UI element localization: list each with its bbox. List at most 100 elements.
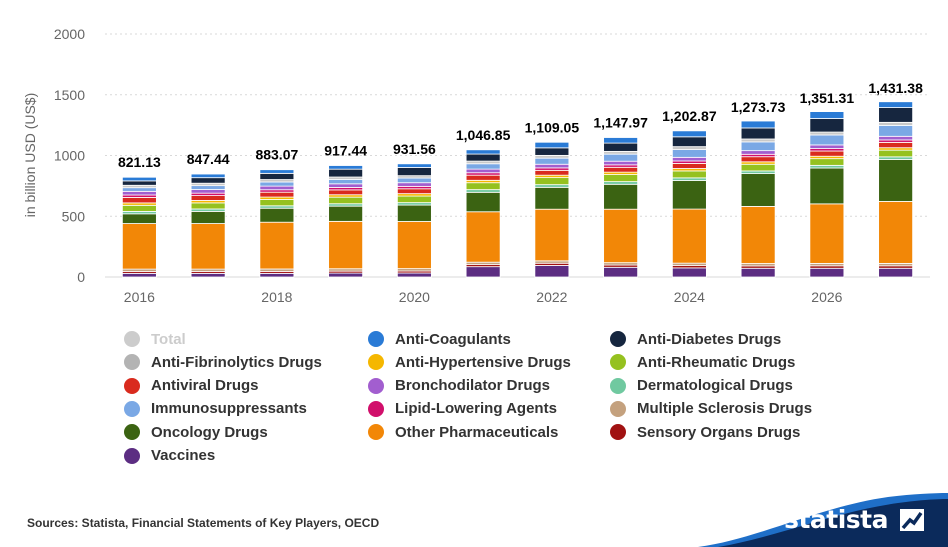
bar-segment[interactable] <box>878 141 914 149</box>
bar-segment[interactable] <box>190 185 226 190</box>
bar-segment[interactable] <box>809 150 845 157</box>
legend-item[interactable]: Bronchodilator Drugs <box>368 375 550 397</box>
bar-segment[interactable] <box>878 201 914 264</box>
legend-item[interactable]: Multiple Sclerosis Drugs <box>610 398 812 420</box>
bar-segment[interactable] <box>878 267 914 278</box>
bar-segment[interactable] <box>328 183 364 188</box>
bar-segment[interactable] <box>878 121 914 126</box>
bar-segment[interactable] <box>465 160 501 165</box>
legend-item[interactable]: Anti-Coagulants <box>368 328 511 350</box>
bar-segment[interactable] <box>603 150 639 155</box>
bar-segment[interactable] <box>809 111 845 119</box>
bar-segment[interactable] <box>259 172 295 180</box>
bar-segment[interactable] <box>259 272 295 278</box>
bar-segment[interactable] <box>328 205 364 222</box>
legend-item[interactable]: Oncology Drugs <box>124 421 268 443</box>
bar-segment[interactable] <box>534 186 570 210</box>
bar-segment[interactable] <box>671 162 707 169</box>
bar-segment[interactable] <box>328 220 364 270</box>
bar-segment[interactable] <box>534 147 570 156</box>
bar-segment[interactable] <box>740 163 776 172</box>
bar-segment[interactable] <box>121 176 157 182</box>
bar-segment[interactable] <box>809 158 845 166</box>
bar-segment[interactable] <box>396 182 432 187</box>
bar-segment[interactable] <box>465 189 501 193</box>
bar-segment[interactable] <box>603 166 639 173</box>
bar-segment[interactable] <box>396 204 432 222</box>
bar-segment[interactable] <box>465 191 501 213</box>
bar-segment[interactable] <box>190 189 226 194</box>
bar-segment[interactable] <box>190 177 226 184</box>
bar-segment[interactable] <box>465 163 501 170</box>
bar-segment[interactable] <box>603 153 639 162</box>
bar-segment[interactable] <box>740 206 776 264</box>
bar-segment[interactable] <box>465 149 501 155</box>
bar-segment[interactable] <box>396 188 432 195</box>
legend-item[interactable]: Anti-Rheumatic Drugs <box>610 351 795 373</box>
bar-segment[interactable] <box>878 101 914 108</box>
bar-segment[interactable] <box>465 168 501 174</box>
bar-segment[interactable] <box>603 266 639 278</box>
bar-segment[interactable] <box>878 159 914 202</box>
bar-segment[interactable] <box>671 170 707 179</box>
legend-item[interactable]: Total <box>124 328 186 350</box>
bar-segment[interactable] <box>878 135 914 141</box>
bar-segment[interactable] <box>328 168 364 178</box>
bar-segment[interactable] <box>259 221 295 270</box>
bar-segment[interactable] <box>534 177 570 186</box>
bar-segment[interactable] <box>396 167 432 177</box>
bar-segment[interactable] <box>190 195 226 201</box>
bar-segment[interactable] <box>809 167 845 205</box>
bar-segment[interactable] <box>671 146 707 150</box>
bar-segment[interactable] <box>328 179 364 185</box>
bar-segment[interactable] <box>465 153 501 162</box>
bar-segment[interactable] <box>740 141 776 152</box>
bar-segment[interactable] <box>809 144 845 149</box>
legend-item[interactable]: Sensory Organs Drugs <box>610 421 800 443</box>
legend-item[interactable]: Immunosuppressants <box>124 398 307 420</box>
bar-segment[interactable] <box>878 107 914 123</box>
bar-segment[interactable] <box>259 207 295 223</box>
bar-segment[interactable] <box>603 160 639 166</box>
legend-item[interactable]: Lipid-Lowering Agents <box>368 398 557 420</box>
legend-item[interactable]: Vaccines <box>124 445 215 467</box>
legend-item[interactable]: Anti-Diabetes Drugs <box>610 328 781 350</box>
bar-segment[interactable] <box>396 272 432 278</box>
bar-segment[interactable] <box>603 174 639 183</box>
bar-segment[interactable] <box>465 266 501 278</box>
bar-segment[interactable] <box>396 195 432 204</box>
bar-segment[interactable] <box>671 156 707 162</box>
bar-segment[interactable] <box>740 267 776 278</box>
bar-segment[interactable] <box>465 174 501 181</box>
bar-segment[interactable] <box>259 169 295 174</box>
bar-segment[interactable] <box>396 177 432 184</box>
bar-segment[interactable] <box>740 156 776 163</box>
bar-segment[interactable] <box>603 208 639 264</box>
bar-segment[interactable] <box>809 164 845 169</box>
bar-segment[interactable] <box>740 120 776 129</box>
bar-segment[interactable] <box>809 134 845 146</box>
bar-segment[interactable] <box>603 142 639 152</box>
bar-segment[interactable] <box>190 202 226 210</box>
bar-segment[interactable] <box>121 190 157 196</box>
bar-segment[interactable] <box>259 185 295 191</box>
bar-segment[interactable] <box>121 272 157 278</box>
bar-segment[interactable] <box>259 191 295 198</box>
legend-item[interactable]: Dermatological Drugs <box>610 375 793 397</box>
bar-segment[interactable] <box>190 272 226 278</box>
bar-segment[interactable] <box>603 137 639 144</box>
legend-item[interactable]: Other Pharmaceuticals <box>368 421 558 443</box>
bar-segment[interactable] <box>259 181 295 187</box>
bar-segment[interactable] <box>328 196 364 205</box>
bar-segment[interactable] <box>328 189 364 196</box>
bar-segment[interactable] <box>121 187 157 192</box>
bar-segment[interactable] <box>740 170 776 175</box>
bar-segment[interactable] <box>809 131 845 136</box>
bar-segment[interactable] <box>740 173 776 207</box>
bar-segment[interactable] <box>603 183 639 210</box>
bar-segment[interactable] <box>396 163 432 168</box>
bar-segment[interactable] <box>465 211 501 263</box>
legend-item[interactable]: Anti-Fibrinolytics Drugs <box>124 351 322 373</box>
bar-segment[interactable] <box>809 203 845 264</box>
bar-segment[interactable] <box>121 180 157 186</box>
